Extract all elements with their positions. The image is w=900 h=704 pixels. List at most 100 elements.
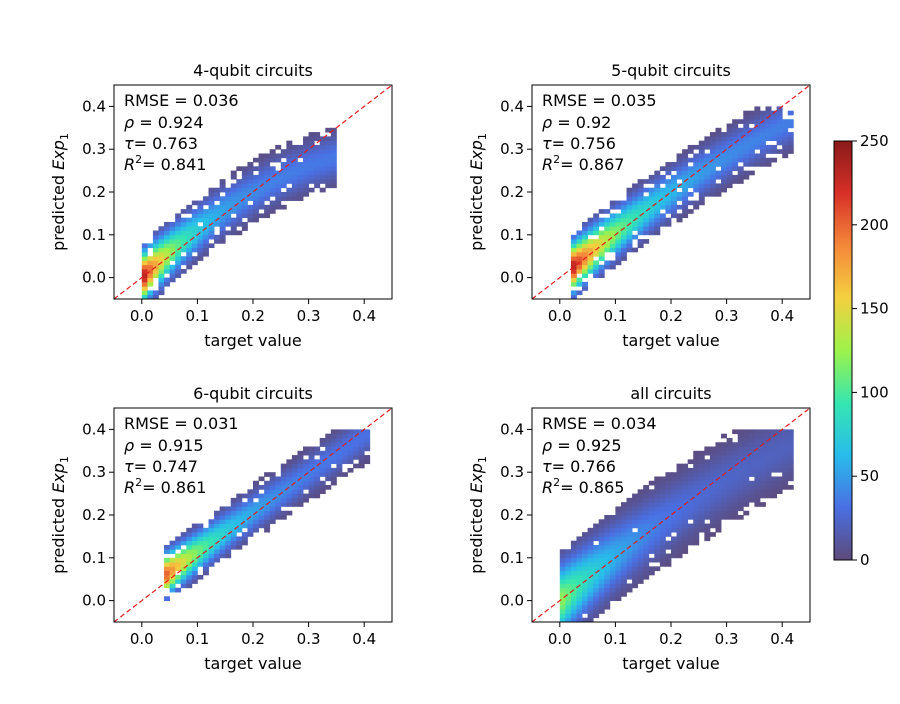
heatmap-cell: [682, 149, 689, 154]
heatmap-cell: [147, 269, 154, 274]
heatmap-cell: [698, 149, 705, 154]
heatmap-cell: [765, 459, 772, 465]
heatmap-cell: [253, 174, 259, 180]
heatmap-cell: [704, 192, 711, 197]
heatmap-cell: [258, 515, 265, 520]
heatmap-cell: [709, 506, 716, 512]
heatmap-cell: [743, 510, 750, 516]
heatmap-cell: [665, 532, 672, 537]
heatmap-cell: [197, 536, 204, 542]
heatmap-cell: [665, 506, 672, 512]
colorbar-gradient: [833, 140, 853, 561]
heatmap-cell: [776, 114, 783, 120]
heatmap-cell: [765, 157, 772, 163]
heatmap-cell: [141, 273, 148, 278]
heatmap-cell: [643, 557, 650, 563]
heatmap-cell: [737, 476, 744, 482]
heatmap-cell: [698, 480, 705, 486]
heatmap-cell: [308, 459, 315, 465]
heatmap-cell: [593, 562, 600, 567]
heatmap-cell: [208, 527, 215, 533]
heatmap-cell: [759, 433, 766, 439]
heatmap-cell: [726, 510, 733, 516]
heatmap-cell: [709, 140, 716, 146]
heatmap-cell: [609, 217, 616, 223]
heatmap-cell: [754, 485, 761, 490]
heatmap-cell: [286, 149, 293, 154]
heatmap-cell: [247, 183, 254, 189]
heatmap-cell: [576, 230, 583, 236]
heatmap-cell: [754, 114, 761, 120]
heatmap-cell: [715, 192, 722, 197]
heatmap-cell: [197, 234, 204, 240]
heatmap-cell: [709, 463, 716, 469]
heatmap-cell: [737, 136, 744, 142]
heatmap-cell: [598, 251, 605, 257]
heatmap-cell: [330, 450, 337, 456]
heatmap-cell: [726, 442, 733, 447]
heatmap-cell: [297, 166, 304, 171]
y-tick-label: 0.3: [500, 463, 524, 481]
heatmap-cell: [169, 221, 176, 227]
heatmap-cell: [721, 132, 727, 137]
heatmap-cell: [230, 506, 237, 512]
heatmap-cell: [169, 540, 176, 546]
heatmap-cell: [676, 519, 683, 524]
heatmap-cell: [175, 226, 182, 231]
heatmap-cell: [726, 497, 733, 503]
heatmap-cell: [704, 485, 711, 490]
heatmap-cell: [771, 467, 778, 473]
heatmap-cell: [208, 213, 215, 219]
heatmap-cell: [615, 583, 622, 589]
heatmap-cell: [286, 480, 293, 486]
heatmap-cell: [576, 540, 583, 546]
heatmap-cell: [626, 527, 633, 533]
heatmap-cell: [726, 446, 733, 452]
heatmap-cell: [759, 450, 766, 456]
heatmap-cell: [219, 553, 226, 559]
heatmap-cell: [637, 243, 644, 249]
heatmap-cell: [158, 269, 165, 274]
heatmap-cell: [765, 110, 772, 116]
heatmap-cell: [759, 446, 766, 452]
heatmap-cell: [643, 562, 650, 567]
heatmap-cell: [687, 540, 694, 546]
heatmap-cell: [748, 455, 755, 460]
heatmap-cell: [620, 247, 627, 253]
heatmap-cell: [230, 183, 237, 189]
heatmap-cell: [776, 110, 783, 116]
heatmap-cell: [297, 480, 304, 486]
heatmap-cell: [654, 209, 661, 214]
heatmap-cell: [726, 502, 733, 507]
y-axis-label: predicted Exp1: [49, 133, 71, 251]
heatmap-cell: [191, 553, 198, 559]
heatmap-cell: [737, 455, 744, 460]
heatmap-cell: [654, 553, 661, 559]
heatmap-cell: [186, 221, 193, 227]
heatmap-cell: [147, 273, 154, 278]
heatmap-cell: [559, 562, 566, 567]
heatmap-cell: [175, 217, 182, 223]
heatmap-cell: [648, 217, 655, 223]
heatmap-cell: [721, 174, 727, 180]
heatmap-cell: [709, 153, 716, 159]
heatmap-cell: [253, 209, 259, 214]
heatmap-cell: [671, 213, 677, 219]
heatmap-cell: [654, 515, 661, 520]
heatmap-cell: [219, 506, 226, 512]
heatmap-cell: [570, 544, 577, 550]
heatmap-cell: [682, 472, 689, 477]
heatmap-cell: [280, 192, 287, 197]
heatmap-cell: [225, 536, 232, 542]
heatmap-cell: [782, 463, 789, 469]
heatmap-cell: [593, 260, 600, 266]
heatmap-cell: [776, 476, 783, 482]
heatmap-cell: [169, 544, 176, 550]
heatmap-cell: [609, 549, 616, 554]
heatmap-cell: [230, 187, 237, 193]
heatmap-cell: [319, 442, 326, 447]
heatmap-cell: [709, 132, 716, 137]
heatmap-cell: [582, 553, 588, 559]
heatmap-cell: [314, 450, 321, 456]
heatmap-cell: [615, 536, 622, 542]
